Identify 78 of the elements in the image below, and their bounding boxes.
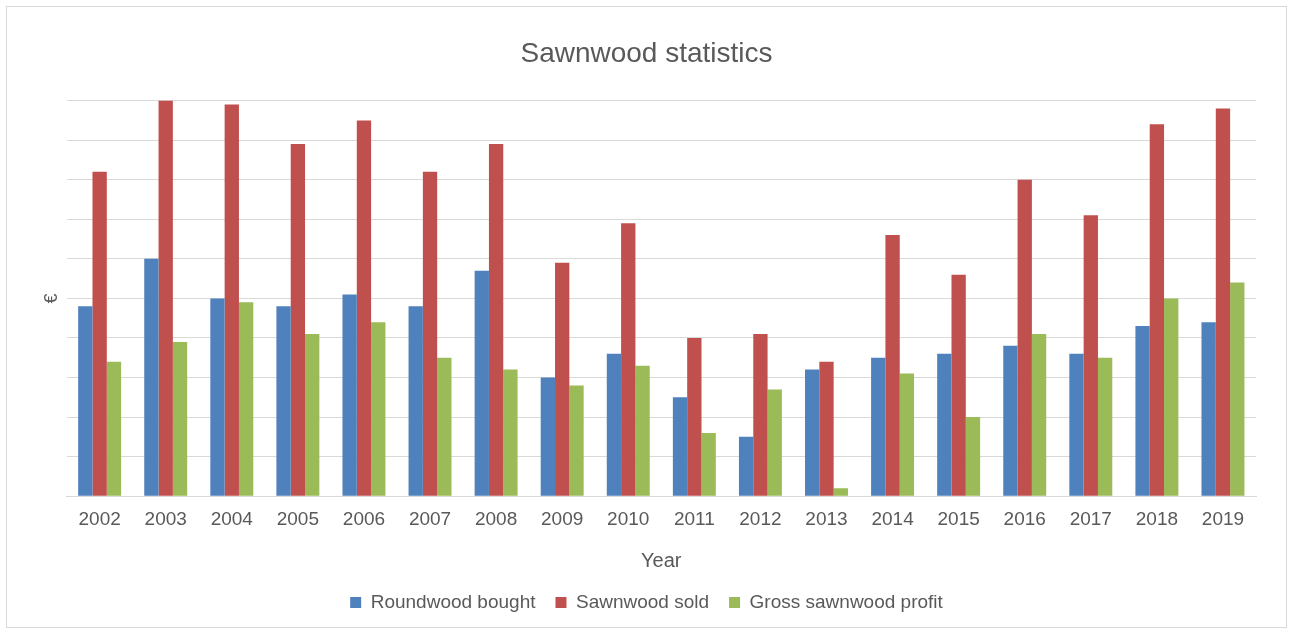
bar — [738, 436, 754, 496]
x-tick-label: 2017 — [1069, 507, 1112, 529]
bar — [1017, 179, 1032, 496]
x-tick-label: 2018 — [1135, 507, 1179, 529]
bar — [701, 432, 716, 496]
bar — [885, 235, 900, 496]
bar — [290, 144, 306, 496]
bar — [106, 361, 122, 496]
bar — [371, 322, 386, 496]
bar — [965, 417, 981, 496]
bar — [540, 377, 556, 496]
bar — [569, 385, 584, 496]
bar — [555, 262, 570, 496]
x-tick-label: 2005 — [276, 507, 320, 529]
x-tick-label: 2013 — [805, 507, 848, 529]
bar — [1031, 334, 1047, 496]
x-axis-title: Year — [641, 548, 682, 571]
y-axis-title: € — [40, 293, 61, 304]
bar — [687, 337, 702, 496]
bar — [474, 270, 489, 496]
bar — [1201, 322, 1216, 496]
bar — [753, 334, 768, 496]
bar — [210, 298, 225, 496]
bar — [92, 171, 107, 496]
bar — [606, 353, 622, 496]
x-tick-label: 2010 — [607, 507, 650, 529]
bar — [224, 104, 239, 496]
bar — [1003, 345, 1018, 496]
bar — [672, 397, 688, 496]
x-tick-label: 2004 — [210, 507, 254, 529]
bar — [305, 334, 320, 496]
bar — [805, 369, 820, 496]
bar — [819, 361, 834, 496]
x-tick-label: 2009 — [541, 507, 584, 529]
bar — [503, 369, 518, 496]
bar — [422, 171, 438, 496]
x-tick-label: 2007 — [408, 507, 452, 529]
bar — [899, 373, 915, 496]
bar — [276, 306, 291, 496]
bar — [1069, 353, 1084, 496]
bar — [937, 353, 952, 496]
x-tick-label: 2015 — [937, 507, 980, 529]
bar — [833, 488, 848, 496]
x-tick-label: 2014 — [871, 507, 915, 529]
bar — [621, 223, 636, 496]
bar — [1149, 124, 1165, 496]
x-tick-label: 2008 — [474, 507, 518, 529]
legend-label: Roundwood bought — [370, 590, 537, 612]
bar — [172, 341, 188, 496]
bar — [635, 365, 650, 496]
bar — [408, 306, 423, 496]
legend-label: Sawnwood sold — [575, 590, 710, 612]
chart-title: Sawnwood statistics — [520, 36, 773, 68]
bar — [1164, 298, 1179, 496]
bar — [356, 120, 372, 496]
bar — [488, 144, 504, 496]
bar — [342, 294, 357, 496]
bar — [871, 357, 886, 496]
bar — [1097, 357, 1113, 496]
bar — [238, 302, 254, 496]
bar — [437, 357, 452, 496]
bar — [158, 100, 173, 496]
bar — [78, 306, 93, 496]
x-tick-label: 2016 — [1003, 507, 1046, 529]
legend-label: Gross sawnwood profit — [749, 590, 944, 612]
bar — [767, 389, 782, 496]
bar — [1230, 282, 1245, 496]
x-tick-label: 2002 — [78, 507, 121, 529]
x-tick-label: 2012 — [739, 507, 782, 529]
bar — [951, 274, 966, 496]
x-tick-label: 2003 — [144, 507, 187, 529]
bar — [1083, 215, 1098, 496]
bar — [1215, 108, 1231, 496]
x-tick-label: 2006 — [342, 507, 386, 529]
bar — [144, 258, 159, 496]
x-tick-label: 2019 — [1201, 507, 1245, 529]
x-tick-label: 2011 — [673, 507, 715, 529]
bar — [1135, 326, 1150, 496]
